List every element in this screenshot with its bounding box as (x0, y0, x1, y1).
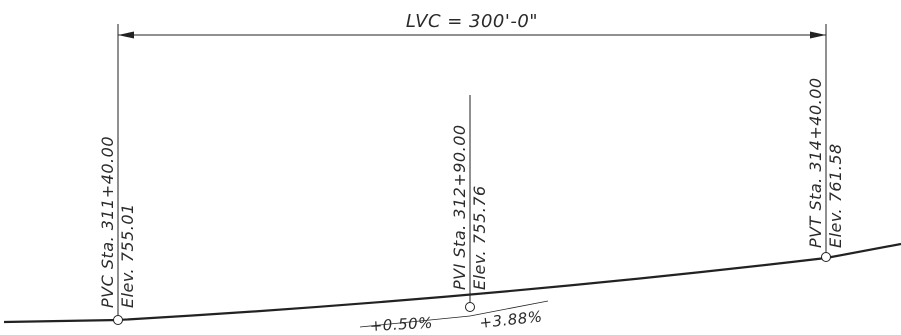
pvi-station-label: PVI Sta. 312+90.00 (450, 124, 469, 290)
incoming-grade-label: +0.50% (369, 314, 433, 335)
pvc-point-marker (113, 315, 123, 325)
pvt-elevation-label: Elev. 761.58 (826, 143, 845, 248)
profile-curve (3, 242, 901, 324)
lvc-arrow-left (118, 31, 134, 39)
outgoing-grade-label: +3.88% (479, 307, 544, 332)
lvc-dimension: LVC = 300'-0" (118, 11, 826, 39)
lvc-arrow-right (810, 31, 826, 39)
pvi-labels: PVI Sta. 312+90.00 Elev. 755.76 (450, 124, 489, 290)
outgoing-tangent-line (469, 300, 549, 317)
lvc-label: LVC = 300'-0" (406, 11, 538, 32)
pvc-station-label: PVC Sta. 311+40.00 (98, 136, 117, 308)
pvt-point-marker (821, 252, 831, 262)
pvt-station-label: PVT Sta. 314+40.00 (806, 77, 825, 248)
pvi-elevation-label: Elev. 755.76 (470, 185, 489, 290)
pvt-labels: PVT Sta. 314+40.00 Elev. 761.58 (806, 77, 845, 248)
incoming-tangent-line (359, 315, 471, 328)
pvc-labels: PVC Sta. 311+40.00 Elev. 755.01 (98, 136, 137, 308)
pvi-point-marker (465, 302, 475, 312)
pvc-elevation-label: Elev. 755.01 (118, 203, 137, 308)
